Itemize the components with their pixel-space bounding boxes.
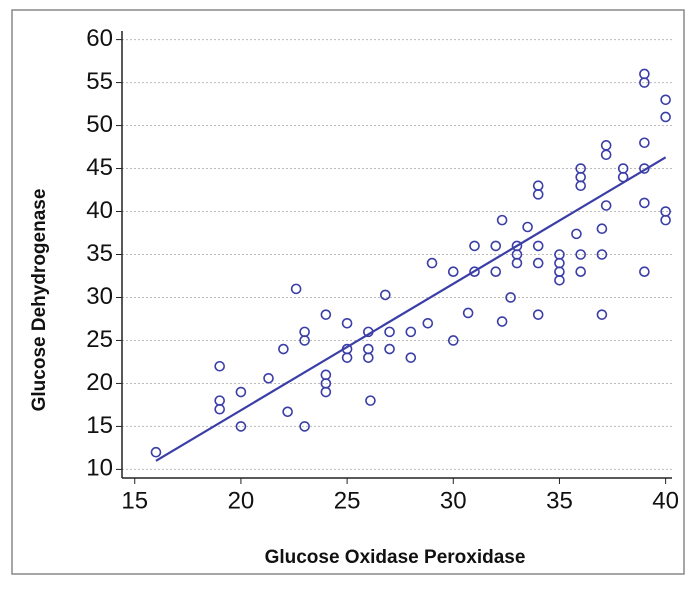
point — [639, 137, 650, 149]
point — [532, 309, 544, 320]
trend-line — [155, 156, 667, 462]
point — [639, 266, 650, 277]
point — [405, 326, 417, 338]
x-axis-label: Glucose Oxidase Peroxidase — [265, 547, 526, 568]
point — [214, 403, 225, 415]
point — [596, 249, 608, 260]
point — [639, 197, 650, 209]
point — [235, 386, 247, 398]
point — [575, 180, 586, 192]
frame — [11, 9, 685, 575]
point — [596, 309, 608, 320]
point — [235, 421, 247, 432]
point — [447, 266, 459, 277]
point — [150, 446, 162, 458]
point — [341, 352, 353, 363]
point — [490, 266, 502, 277]
point — [490, 240, 502, 252]
point — [405, 352, 417, 363]
x-tick-label: 15 — [121, 487, 148, 514]
point — [320, 386, 332, 398]
point — [469, 266, 480, 277]
x-tick-label: 20 — [228, 487, 255, 514]
point — [363, 352, 374, 363]
x-tick-label: 25 — [334, 487, 361, 514]
point — [600, 149, 612, 161]
point — [290, 283, 302, 295]
point — [571, 228, 582, 240]
point — [532, 257, 544, 269]
y-tick-label: 20 — [86, 369, 113, 396]
point — [214, 360, 225, 372]
point — [505, 292, 516, 303]
point — [282, 406, 293, 418]
point — [422, 317, 434, 329]
point — [522, 221, 533, 233]
y-tick-label: 40 — [86, 197, 113, 224]
point — [600, 200, 612, 211]
point — [596, 223, 608, 235]
point — [532, 240, 544, 252]
y-tick-label: 35 — [86, 240, 113, 267]
x-tick-label: 40 — [652, 487, 679, 514]
point — [365, 395, 376, 406]
point — [575, 266, 586, 277]
point — [511, 257, 523, 269]
point — [447, 335, 459, 346]
point — [469, 240, 480, 252]
point — [660, 214, 671, 226]
point — [639, 77, 650, 88]
point — [341, 317, 353, 329]
y-tick-label: 45 — [86, 154, 113, 181]
x-tick-label: 30 — [440, 487, 467, 514]
y-tick-label: 50 — [86, 111, 113, 138]
point — [575, 249, 586, 260]
y-tick-label: 30 — [86, 283, 113, 310]
point — [426, 257, 438, 269]
y-axis-label: Glucose Dehydrogenase — [29, 189, 50, 412]
point — [320, 309, 332, 320]
point — [496, 316, 508, 327]
point — [660, 111, 671, 123]
point — [278, 343, 289, 355]
point — [384, 343, 395, 355]
y-tick-label: 25 — [86, 326, 113, 353]
point — [554, 274, 565, 286]
point — [299, 335, 310, 346]
point — [496, 214, 508, 226]
point — [532, 189, 544, 200]
point — [263, 372, 274, 384]
point — [380, 289, 391, 301]
point — [462, 307, 474, 319]
point — [384, 326, 395, 338]
y-tick-label: 15 — [86, 412, 113, 439]
x-tick-label: 35 — [546, 487, 573, 514]
y-tick-label: 60 — [86, 25, 113, 52]
y-tick-label: 55 — [86, 68, 113, 95]
y-tick-label: 10 — [86, 455, 113, 482]
point — [299, 421, 310, 432]
point — [660, 94, 671, 106]
